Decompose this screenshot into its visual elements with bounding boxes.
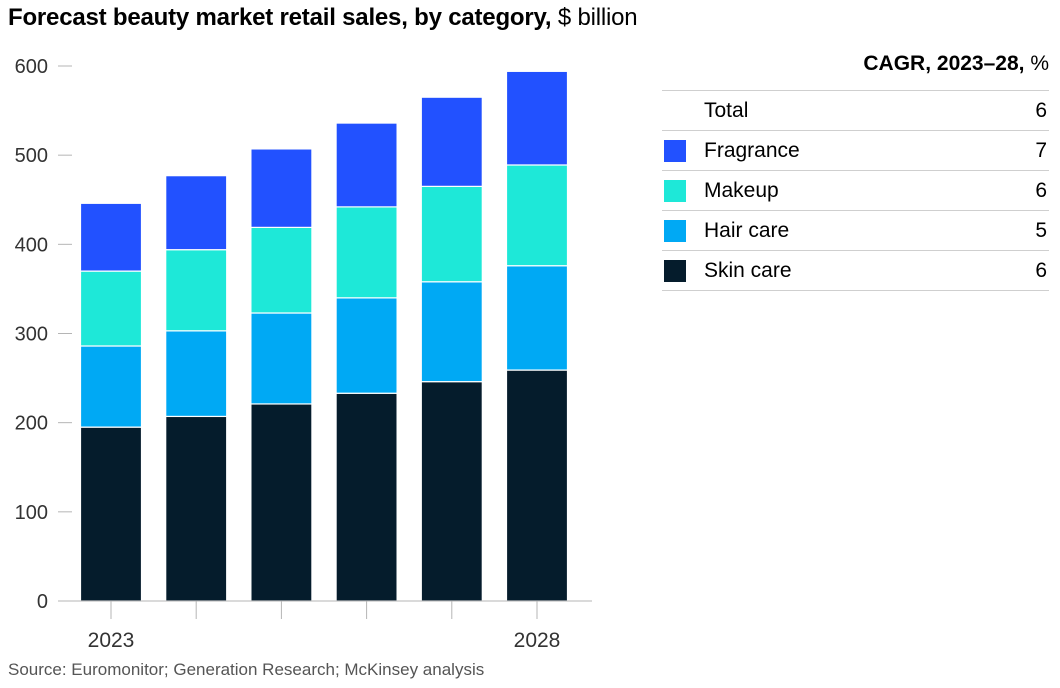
bar-segment-hair-care [165,330,228,418]
legend-swatch [664,180,686,202]
y-tick-label: 600 [15,56,48,78]
y-tick-label: 200 [15,413,48,435]
bar-segment-makeup [165,249,228,332]
legend-header: CAGR, 2023–28, % [662,52,1049,76]
bar-segment-fragrance [335,122,398,208]
legend-row-total: Total 6 [662,91,1049,131]
bar-segment-skin-care [335,392,398,602]
source-note: Source: Euromonitor; Generation Research… [8,660,485,679]
bar-segment-hair-care [250,312,313,405]
legend-swatch [664,140,686,162]
bar-segment-hair-care [335,297,398,394]
stacked-bar-chart: 0 100 200 300 400 500 600 2023 2028 [15,56,592,652]
bar-segment-makeup [420,185,483,283]
bar-segment-makeup [79,270,143,347]
bar-segment-skin-care [505,369,569,602]
bar-segment-fragrance [165,175,228,251]
legend-value: 5 [1035,219,1047,242]
bar-segment-fragrance [420,96,483,187]
bar-segment-hair-care [420,281,483,383]
legend-value: 7 [1035,139,1047,162]
legend-value: 6 [1035,99,1047,122]
bar-segment-fragrance [505,70,569,166]
bar-segment-hair-care [505,265,569,371]
legend-row-hair-care: Hair care 5 [662,211,1049,251]
bar-segment-skin-care [250,403,313,602]
legend-label: Total [704,99,749,122]
legend-label: Hair care [704,219,790,242]
legend-value: 6 [1035,259,1047,282]
legend-label: Makeup [704,179,779,202]
x-tick-label: 2023 [88,629,135,652]
legend-row-skin-care: Skin care 6 [662,251,1049,291]
legend-label: Fragrance [704,139,800,162]
chart-title-main: Forecast beauty market retail sales, by … [8,4,552,31]
legend-row-fragrance: Fragrance 7 [662,131,1049,171]
bar-segment-skin-care [420,381,483,602]
bar-segment-hair-care [79,345,143,428]
x-tick-label: 2028 [514,629,561,652]
bar-segment-fragrance [79,202,143,272]
legend-table: Total 6 Fragrance 7 Makeup 6 Hair care 5… [662,90,1049,291]
y-tick-label: 100 [15,502,48,524]
chart-title: Forecast beauty market retail sales, by … [8,4,638,32]
bar-segment-skin-care [165,415,228,602]
legend-header-unit: % [1024,52,1049,75]
y-tick-label: 500 [15,145,48,167]
bar-segment-makeup [505,164,569,267]
bar-segment-fragrance [250,148,313,228]
y-tick-label: 300 [15,324,48,346]
legend-value: 6 [1035,179,1047,202]
y-tick-label: 400 [15,234,48,256]
legend-row-makeup: Makeup 6 [662,171,1049,211]
y-tick-label: 0 [37,591,48,613]
chart-title-unit: $ billion [551,4,638,31]
bar-segment-skin-care [79,426,143,602]
legend-swatch [664,220,686,242]
bar-segment-makeup [250,226,313,314]
legend-label: Skin care [704,259,792,282]
legend-header-main: CAGR, 2023–28, [863,52,1025,75]
bar-segment-makeup [335,206,398,299]
legend-swatch [664,260,686,282]
